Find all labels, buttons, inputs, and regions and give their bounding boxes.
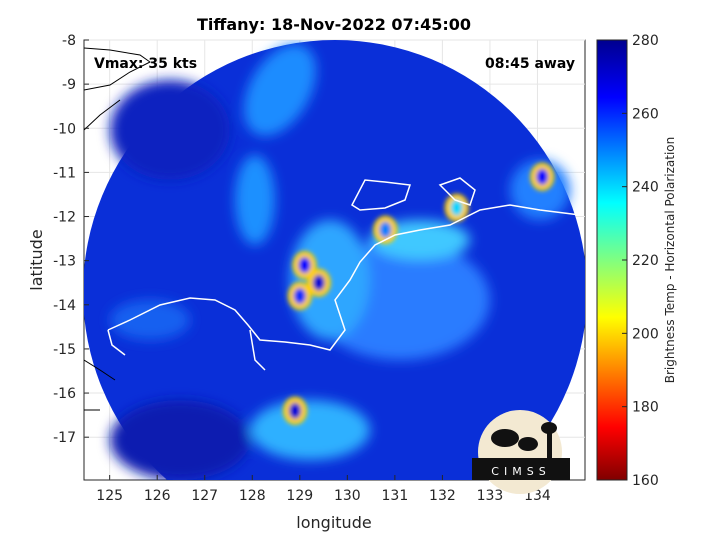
y-tick-label: -14 — [53, 298, 76, 314]
colorbar: 160 180 200 220 240 260 280 Brightness Temp - … — [596, 33, 677, 489]
convection-field — [110, 44, 570, 480]
y-tick-label: -15 — [53, 342, 76, 358]
x-axis-label: longitude — [296, 513, 371, 532]
x-tick-label: 132 — [429, 488, 456, 504]
x-tick-label: 127 — [191, 488, 218, 504]
cold-core — [450, 199, 463, 216]
x-tick-label: 126 — [144, 488, 171, 504]
colorbar-tick-label: 280 — [632, 33, 659, 49]
x-tick-label: 125 — [96, 488, 123, 504]
x-tick-label: 128 — [239, 488, 266, 504]
time-away-annotation: 08:45 away — [485, 56, 575, 72]
x-tick-label: 131 — [382, 488, 409, 504]
coastline-outside — [84, 47, 151, 411]
x-tick-label: 133 — [477, 488, 504, 504]
colorbar-tick-label: 240 — [632, 180, 659, 196]
x-tick-label: 129 — [286, 488, 313, 504]
colorbar-label: Brightness Temp - Horizontal Polarizatio… — [663, 137, 677, 384]
y-axis-label: latitude — [27, 229, 46, 290]
chart-title: Tiffany: 18-Nov-2022 07:45:00 — [197, 15, 471, 34]
y-tick-label: -9 — [62, 77, 76, 93]
colorbar-tick-label: 180 — [632, 400, 659, 416]
y-tick-label: -16 — [53, 386, 76, 402]
vmax-annotation: Vmax: 35 kts — [94, 56, 197, 72]
y-tick-label: -12 — [53, 210, 76, 226]
colorbar-tick-label: 260 — [632, 106, 659, 122]
y-tick-label: -8 — [62, 33, 76, 49]
plot-area: 125 126 127 128 129 130 131 132 133 134 -8-9-10-1… — [53, 33, 586, 504]
cold-core — [289, 402, 302, 419]
cold-core — [312, 274, 325, 291]
x-tick-label: 130 — [334, 488, 361, 504]
coastline — [107, 177, 581, 371]
y-tick-label: -13 — [53, 254, 76, 270]
colorbar-tick-label: 220 — [632, 253, 659, 269]
colorbar-tick-label: 160 — [632, 473, 659, 489]
cold-core — [293, 287, 306, 304]
cold-core — [536, 168, 549, 185]
y-tick-label: -10 — [53, 121, 76, 137]
y-tick-label: -11 — [53, 165, 76, 181]
y-tick-label: -17 — [53, 430, 76, 446]
logo-text: CIMSS — [491, 465, 550, 478]
colorbar-tick-label: 200 — [632, 326, 659, 342]
cimss-logo: CIMSS — [472, 410, 570, 494]
cold-core — [298, 257, 311, 274]
cold-core — [379, 221, 392, 238]
